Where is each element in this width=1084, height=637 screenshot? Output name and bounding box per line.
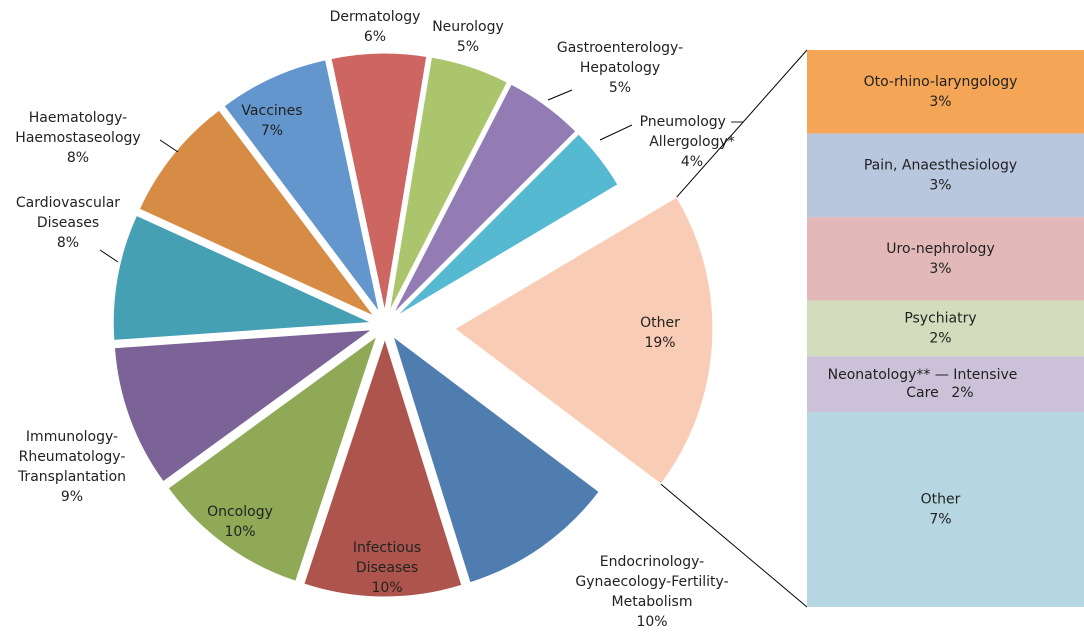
bar-value-label: 3% bbox=[929, 94, 951, 110]
slice-label: Other bbox=[640, 315, 680, 331]
slice-value-label: 10% bbox=[224, 524, 255, 540]
slice-value-label: 4% bbox=[681, 154, 703, 170]
pie-slice bbox=[138, 109, 375, 317]
pie-slice bbox=[395, 133, 619, 317]
bar-label: Neonatology** — Intensive Care bbox=[828, 367, 1018, 401]
bar-segment bbox=[807, 412, 1084, 607]
pie-slice bbox=[303, 337, 463, 598]
leader-line bbox=[159, 139, 179, 153]
bar-label: Uro-nephrology bbox=[886, 241, 994, 257]
pie-slice bbox=[167, 334, 378, 582]
slice-value-label: 10% bbox=[371, 580, 402, 596]
slice-value-label: 5% bbox=[457, 39, 479, 55]
leader-line bbox=[599, 124, 633, 141]
bar-segment bbox=[807, 356, 1084, 413]
bar-segment bbox=[807, 50, 1084, 134]
connector-line bbox=[676, 49, 808, 198]
slice-value-label: 8% bbox=[57, 235, 79, 251]
pie-slice bbox=[392, 83, 577, 315]
slice-value-label: 19% bbox=[644, 335, 675, 351]
bar-value-label: 2% bbox=[929, 331, 951, 347]
bar-label: Psychiatry bbox=[904, 311, 976, 327]
bar-segment bbox=[807, 300, 1084, 357]
slice-value-label: 5% bbox=[609, 80, 631, 96]
slice-label: Dermatology bbox=[330, 9, 421, 25]
slice-value-label: 7% bbox=[261, 123, 283, 139]
pie-slice bbox=[392, 335, 600, 584]
slice-value-label: 10% bbox=[636, 614, 667, 630]
slice-value-label: 6% bbox=[364, 29, 386, 45]
slice-label: Oncology bbox=[207, 504, 273, 520]
pie-slice bbox=[112, 214, 372, 341]
bar-value-label: 3% bbox=[929, 177, 951, 193]
pie-slice bbox=[388, 56, 509, 312]
bar-segment bbox=[807, 217, 1084, 301]
slice-label: Gastroenterology-Hepatology bbox=[557, 40, 683, 76]
bar-value-label: 3% bbox=[929, 261, 951, 277]
slice-value-label: 9% bbox=[61, 489, 83, 505]
leader-line bbox=[99, 249, 119, 263]
slice-label: Pneumology — Allergology* bbox=[640, 114, 745, 150]
slice-label: Cardiovascular Diseases bbox=[16, 195, 120, 231]
slice-label: Endocrinology-Gynaecology-Fertility-Meta… bbox=[575, 554, 728, 610]
bar-label: Other bbox=[921, 492, 961, 508]
slice-label: Vaccines bbox=[241, 103, 302, 119]
bar-label: Oto-rhino-laryngology bbox=[864, 74, 1018, 90]
bar-label: Pain, Anaesthesiology bbox=[864, 157, 1017, 173]
connector-line bbox=[660, 483, 808, 608]
slice-label: Immunology-Rheumatology-Transplantation bbox=[17, 429, 126, 485]
bar-segment bbox=[807, 133, 1084, 218]
slice-value-label: 8% bbox=[67, 150, 89, 166]
slice-label: Infectious Diseases bbox=[353, 540, 421, 576]
slice-label: Neurology bbox=[432, 19, 504, 35]
slice-label: Haematology-Haemostaseology bbox=[15, 110, 140, 146]
leader-line bbox=[547, 89, 573, 101]
pie-slice bbox=[113, 329, 374, 483]
bar-value-label: 7% bbox=[929, 512, 951, 528]
pie-slice bbox=[223, 59, 380, 313]
bar-value-label: 2% bbox=[951, 385, 973, 401]
pie-slice bbox=[330, 52, 428, 312]
pie-slice bbox=[453, 196, 714, 485]
